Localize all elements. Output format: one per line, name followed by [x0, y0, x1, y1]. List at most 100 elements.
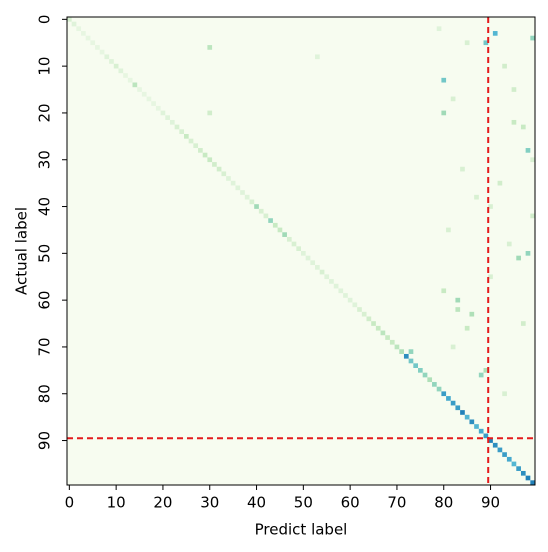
cell: [422, 372, 428, 378]
cell: [202, 152, 208, 158]
cell: [446, 227, 451, 233]
cell: [221, 171, 227, 177]
cell: [474, 424, 479, 429]
cell: [511, 461, 517, 467]
cell: [146, 96, 152, 102]
cell: [319, 269, 325, 275]
cell: [450, 400, 456, 406]
cell: [436, 26, 442, 32]
cell: [441, 391, 447, 397]
cell: [352, 302, 358, 308]
cell: [502, 63, 507, 69]
cell: [464, 40, 470, 46]
cell: [118, 68, 124, 74]
cell: [460, 166, 465, 172]
cell: [511, 119, 517, 125]
cell: [488, 274, 493, 280]
cell: [385, 335, 390, 340]
cell: [361, 311, 367, 317]
cell: [160, 110, 166, 116]
cell: [151, 101, 156, 106]
cell: [329, 279, 334, 284]
cell: [450, 96, 456, 102]
cell: [193, 143, 199, 149]
cell: [184, 134, 189, 139]
x-tick-label: 30: [200, 494, 219, 512]
cell: [188, 138, 194, 144]
cell: [305, 255, 311, 261]
cell: [277, 227, 283, 233]
cell: [432, 382, 437, 387]
cell: [212, 162, 217, 167]
x-tick-label: 90: [481, 494, 500, 512]
cell: [347, 297, 353, 303]
cell: [174, 124, 180, 130]
cell: [413, 363, 418, 368]
cell: [291, 241, 297, 247]
cell: [483, 40, 489, 46]
cell: [207, 157, 213, 163]
cell: [338, 288, 344, 294]
cell: [85, 35, 91, 41]
cell: [502, 452, 507, 457]
cell: [530, 157, 535, 163]
cell: [502, 391, 507, 397]
cell: [380, 330, 386, 336]
cell: [478, 372, 484, 378]
plot-frame: [66, 16, 536, 486]
cell: [268, 218, 273, 223]
cell: [520, 321, 526, 326]
cell: [254, 204, 259, 209]
cell: [315, 54, 320, 60]
cell: [216, 166, 222, 172]
cell: [497, 180, 503, 186]
cell: [469, 419, 475, 425]
cell: [230, 180, 236, 186]
cell: [530, 35, 535, 41]
y-tick-label: 20: [36, 103, 54, 122]
y-tick-label: 40: [36, 197, 54, 216]
cell: [389, 339, 395, 345]
y-tick-label: 90: [36, 431, 54, 450]
cell: [169, 119, 175, 125]
cell: [207, 110, 213, 116]
y-tick-label: 80: [36, 384, 54, 403]
cell: [530, 213, 535, 219]
cell: [492, 31, 498, 36]
cell: [516, 466, 521, 471]
cell: [408, 358, 414, 364]
cell: [272, 222, 278, 228]
cell: [492, 442, 498, 448]
y-tick-label: 50: [36, 244, 54, 263]
cell: [310, 260, 316, 266]
cell: [525, 251, 531, 256]
cell: [483, 433, 489, 439]
cell: [315, 265, 320, 270]
x-tick-label: 60: [341, 494, 360, 512]
x-tick-label: 50: [294, 494, 313, 512]
cell: [375, 325, 381, 331]
cell: [244, 194, 250, 200]
cell: [469, 311, 475, 317]
cell: [403, 353, 409, 359]
cell: [464, 325, 470, 331]
cell: [408, 349, 414, 354]
cell: [450, 344, 456, 350]
cell: [441, 77, 447, 83]
cell: [399, 349, 404, 354]
cell: [165, 115, 170, 120]
x-tick-label: 0: [65, 494, 75, 512]
cell: [497, 447, 503, 453]
cell: [235, 185, 241, 191]
cell: [207, 45, 213, 50]
cell: [525, 475, 531, 481]
cell: [371, 321, 376, 326]
cell: [441, 110, 447, 116]
y-tick-label: 10: [36, 57, 54, 76]
cell: [109, 59, 114, 64]
cell: [520, 124, 526, 130]
cell: [258, 208, 264, 214]
x-tick-label: 70: [387, 494, 406, 512]
y-tick-label: 70: [36, 337, 54, 356]
